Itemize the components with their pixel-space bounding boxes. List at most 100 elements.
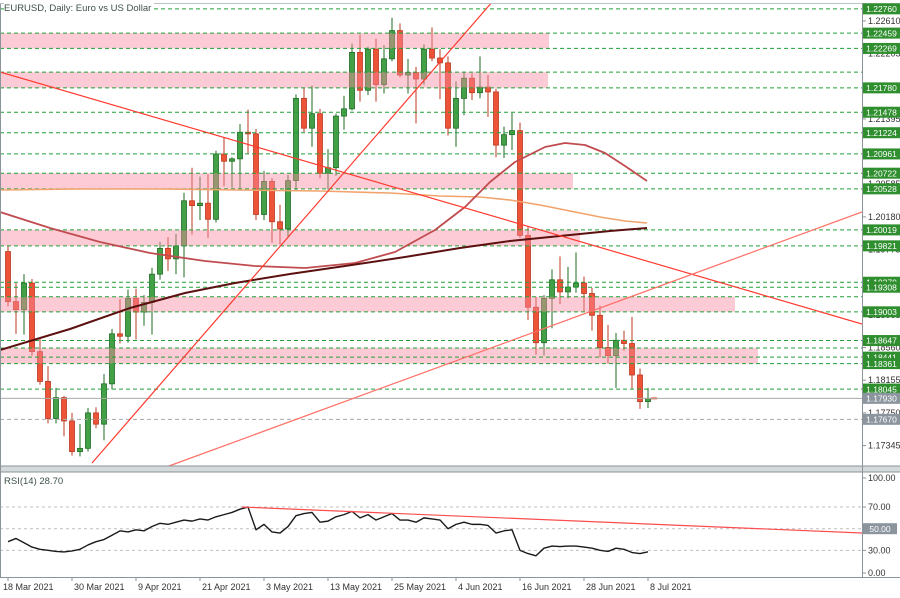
candle-bearish (61, 395, 67, 437)
pink-zone[interactable] (0, 347, 758, 364)
time-label: 28 Jun 2021 (586, 582, 636, 592)
candle-body (429, 48, 435, 59)
candle-body (157, 247, 163, 275)
price-badge-text: 1.21224 (866, 128, 897, 138)
candle-bearish (13, 283, 19, 334)
candle-bearish (37, 337, 43, 385)
price-badge-bg (863, 281, 900, 293)
rsi-trendline[interactable] (241, 506, 862, 534)
price-badge-bg (863, 413, 900, 425)
candle-bullish (77, 424, 83, 457)
price-badge-bg (863, 392, 900, 404)
candle-body (565, 286, 571, 293)
candle-body (525, 235, 531, 308)
candle-bullish (109, 329, 115, 390)
candle-bearish (69, 412, 75, 456)
price-badge-text: 1.18045 (866, 384, 897, 394)
candle-body (77, 447, 83, 452)
trendline-steep-ascending-support[interactable] (91, 1, 493, 464)
time-label: 3 May 2021 (266, 582, 313, 592)
price-badge: 1.18647 (863, 335, 900, 347)
candle-bearish (517, 122, 523, 238)
candle-bearish (29, 279, 35, 356)
price-badge-text: 1.21780 (866, 83, 897, 93)
candle-bullish (549, 269, 555, 329)
candle-body (205, 202, 211, 220)
pink-zone[interactable] (0, 33, 549, 49)
candle-bullish (213, 150, 219, 223)
trendline-descending-resistance[interactable] (0, 71, 862, 325)
candle-bullish (285, 174, 291, 238)
candle-body (213, 153, 219, 220)
candle-body (629, 343, 635, 376)
pink-zone[interactable] (0, 173, 573, 189)
price-badge: 1.22760 (863, 3, 900, 15)
price-scale-label: 1.17750 (868, 408, 900, 418)
candle-bearish (605, 324, 611, 364)
candle-body (61, 397, 67, 422)
rsi-axis[interactable]: 100.00 70.00 50.00 30.00 0.00 (862, 473, 897, 578)
price-badge: 1.18441 (863, 351, 900, 363)
price-badge-bg (863, 27, 900, 39)
pink-zone[interactable] (0, 296, 735, 312)
price-scale-label: 1.21395 (868, 114, 900, 124)
price-badge-bg (863, 82, 900, 94)
candle-body (317, 113, 323, 174)
price-badge: 1.21780 (863, 82, 900, 94)
candle-body (605, 347, 611, 357)
candle-body (197, 202, 203, 207)
rsi-scale-label: 70.00 (868, 502, 891, 512)
candle-body (421, 48, 427, 80)
price-badge-bg (863, 183, 900, 195)
candle-body (85, 412, 91, 449)
time-label: 16 Jun 2021 (522, 582, 572, 592)
candle-body (349, 51, 355, 110)
candle-body (269, 181, 275, 223)
candle-body (29, 282, 35, 352)
candle-body (373, 48, 379, 86)
candle-body (165, 247, 171, 260)
candle-body (493, 91, 499, 146)
candle-body (293, 97, 299, 182)
ma-crimson (0, 142, 648, 269)
price-badge: 1.17670 (863, 413, 900, 425)
candle-body (93, 412, 99, 425)
candle-bullish (197, 176, 203, 221)
price-badge: 1.22459 (863, 27, 900, 39)
price-badge: 1.20528 (863, 183, 900, 195)
candle-body (573, 282, 579, 288)
candle-bearish (557, 256, 563, 304)
candle-bearish (429, 27, 435, 62)
price-badge-bg (863, 127, 900, 139)
candle-bullish (333, 113, 339, 176)
price-badge-bg (863, 306, 900, 318)
candle-body (309, 113, 315, 129)
price-axis[interactable]: 1.226101.222051.213951.205851.201801.197… (862, 3, 900, 451)
rsi-panel[interactable] (0, 506, 862, 557)
candle-bearish (493, 88, 499, 158)
candle-bearish (317, 108, 323, 179)
candle-bearish (165, 237, 171, 271)
main-chart-panel[interactable] (0, 1, 862, 471)
pink-zone[interactable] (0, 229, 580, 246)
candle-bearish (253, 129, 259, 221)
candle-body (533, 306, 539, 344)
trendline-long-ascending-support[interactable] (157, 211, 862, 471)
price-badge-text: 1.19821 (866, 241, 897, 251)
panel-separator[interactable] (0, 466, 900, 472)
time-axis[interactable]: 18 Mar 2021 30 Mar 2021 9 Apr 2021 21 Apr 2… (3, 577, 692, 592)
candle-body (469, 77, 475, 94)
time-label: 8 Jul 2021 (650, 582, 692, 592)
price-badge-bg (863, 3, 900, 15)
rsi-badge-bg (863, 523, 897, 535)
price-badge-bg (863, 42, 900, 54)
candle-bullish (261, 170, 267, 221)
pink-zone[interactable] (0, 72, 548, 88)
candle-body (501, 134, 507, 146)
price-badge-text: 1.20019 (866, 225, 897, 235)
candle-bearish (589, 287, 595, 331)
candle-body (69, 420, 75, 452)
price-badge: 1.19003 (863, 306, 900, 318)
candle-bullish (293, 94, 299, 191)
